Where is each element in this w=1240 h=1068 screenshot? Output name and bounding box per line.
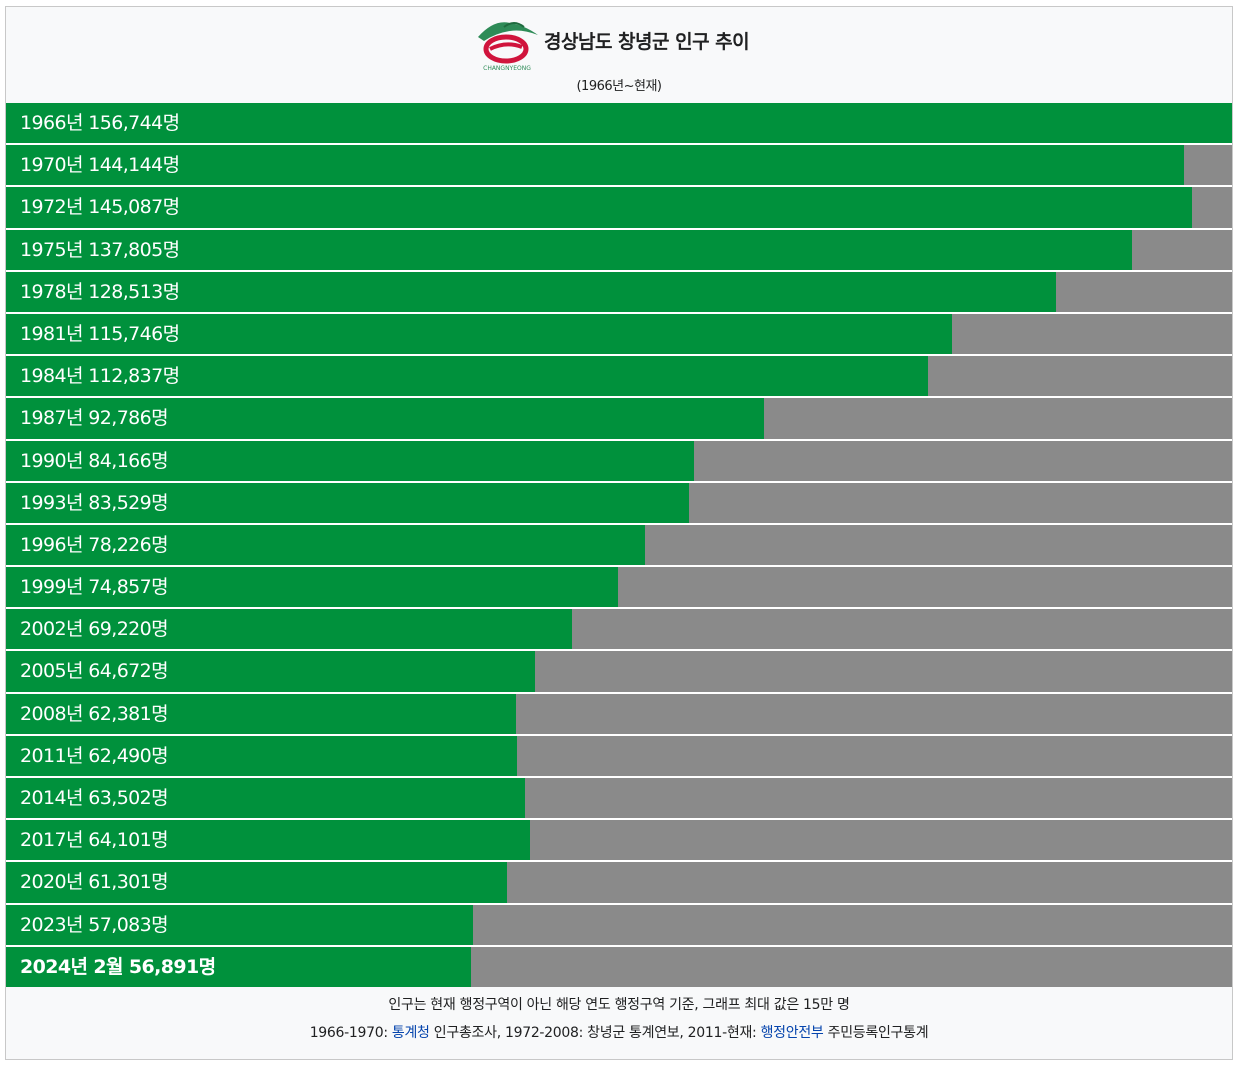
bar-row: 1972년 145,087명 (6, 187, 1232, 230)
source-suffix: 주민등록인구통계 (823, 1025, 929, 1041)
bar-row: 2002년 69,220명 (6, 609, 1232, 652)
bar-row: 2024년 2월 56,891명 (6, 946, 1232, 987)
bar-row: 1984년 112,837명 (6, 356, 1232, 399)
bar-row: 1978년 128,513명 (6, 271, 1232, 314)
bar-label: 1987년 92,786명 (20, 407, 169, 430)
bar-label: 1978년 128,513명 (20, 280, 180, 303)
bar-row: 2014년 63,502명 (6, 778, 1232, 821)
bar-row: 1987년 92,786명 (6, 398, 1232, 441)
bar-row: 1966년 156,744명 (6, 103, 1232, 146)
bar-label: 1996년 78,226명 (20, 533, 169, 556)
bar-row: 2005년 64,672명 (6, 651, 1232, 694)
source-line: 1966-1970: 통계청 인구총조사, 1972-2008: 창녕군 통계연… (6, 1019, 1232, 1047)
changnyeong-logo: CHANGNYEONG (478, 22, 538, 72)
chart-frame: CHANGNYEONG 경상남도 창녕군 인구 추이 (1966년~현재) 19… (5, 6, 1233, 1060)
bar-label: 1993년 83,529명 (20, 491, 169, 514)
bar-row: 2017년 64,101명 (6, 820, 1232, 863)
bar (6, 651, 535, 692)
bar-label: 1981년 115,746명 (20, 322, 180, 345)
bar-label: 1999년 74,857명 (20, 576, 169, 599)
bar-row: 2008년 62,381명 (6, 693, 1232, 736)
bar (6, 862, 508, 903)
bar-label: 2014년 63,502명 (20, 787, 169, 809)
source-prefix: 1966-1970: (309, 1025, 392, 1041)
bar (6, 820, 530, 861)
bar (6, 103, 1232, 144)
bar (6, 145, 1185, 186)
bar-label: 2020년 61,301명 (20, 871, 169, 894)
chart-footer: 인구는 현재 행정구역이 아닌 해당 연도 행정구역 기준, 그래프 최대 값은… (6, 991, 1232, 1047)
bar-row: 1990년 84,166명 (6, 440, 1232, 483)
chart-header: CHANGNYEONG 경상남도 창녕군 인구 추이 (1966년~현재) (6, 7, 1232, 103)
bar-row: 1970년 144,144명 (6, 145, 1232, 188)
bar-row: 2020년 61,301명 (6, 862, 1232, 905)
bar (6, 271, 1057, 312)
bar (6, 524, 646, 566)
bar-label: 1966년 156,744명 (20, 112, 180, 134)
bar (6, 946, 471, 987)
chart-subtitle: (1966년~현재) (576, 79, 662, 94)
bar-label: 2024년 2월 56,891명 (20, 955, 216, 978)
bar-row: 2023년 57,083명 (6, 904, 1232, 947)
bar (6, 567, 618, 608)
bar-label: 2023년 57,083명 (20, 913, 169, 936)
bar-label: 1975년 137,805명 (20, 238, 180, 261)
bar-row: 1996년 78,226명 (6, 524, 1232, 568)
bar-row: 1999년 74,857명 (6, 567, 1232, 610)
source-link-ministry[interactable]: 행정안전부 (760, 1025, 824, 1041)
bar-label: 2008년 62,381명 (20, 702, 169, 725)
chart-title: 경상남도 창녕군 인구 추이 (544, 31, 750, 53)
bar (6, 229, 1133, 270)
source-link-statistics-korea[interactable]: 통계청 (391, 1025, 430, 1041)
bar-label: 2002년 69,220명 (20, 618, 169, 641)
bar (6, 313, 953, 355)
bar-row: 1981년 115,746명 (6, 313, 1232, 357)
bar-label: 1984년 112,837명 (20, 365, 180, 388)
bar (6, 735, 517, 776)
bar (6, 398, 765, 439)
bar-label: 2017년 64,101명 (20, 829, 169, 852)
bar-label: 1970년 144,144명 (20, 154, 180, 177)
bar-chart: 1966년 156,744명 1970년 144,144명 1972년 145,08… (6, 103, 1232, 987)
bar (6, 904, 473, 945)
bar (6, 482, 689, 523)
bar-label: 2005년 64,672명 (20, 660, 169, 683)
bar-row: 1975년 137,805명 (6, 229, 1232, 272)
source-middle: 인구총조사, 1972-2008: 창녕군 통계연보, 2011-현재: (429, 1025, 761, 1041)
bar (6, 440, 694, 481)
bar (6, 778, 526, 819)
bar (6, 609, 572, 650)
svg-text:CHANGNYEONG: CHANGNYEONG (483, 65, 531, 72)
bar-label: 1972년 145,087명 (20, 196, 180, 219)
bar-label: 2011년 62,490명 (20, 744, 169, 767)
bar-row: 2011년 62,490명 (6, 735, 1232, 778)
footnote: 인구는 현재 행정구역이 아닌 해당 연도 행정구역 기준, 그래프 최대 값은… (388, 997, 850, 1013)
bar (6, 187, 1192, 228)
bar-row: 1993년 83,529명 (6, 482, 1232, 525)
bar (6, 693, 516, 734)
bar-label: 1990년 84,166명 (20, 449, 169, 472)
bar (6, 356, 929, 397)
